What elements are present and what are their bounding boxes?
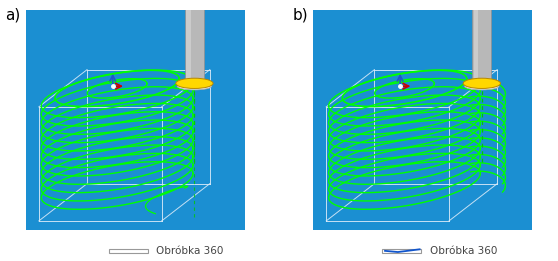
Text: Obróbka 360: Obróbka 360 — [430, 246, 497, 256]
Ellipse shape — [177, 82, 211, 90]
Polygon shape — [313, 10, 532, 230]
Text: b): b) — [293, 8, 309, 23]
Ellipse shape — [465, 82, 499, 90]
Text: a): a) — [6, 8, 21, 23]
Bar — [473, 0, 491, 85]
Bar — [185, 0, 204, 85]
Bar — [109, 249, 148, 253]
Bar — [186, 0, 191, 85]
Ellipse shape — [176, 78, 213, 88]
Text: Obróbka 360: Obróbka 360 — [156, 246, 224, 256]
Ellipse shape — [463, 78, 501, 88]
Polygon shape — [26, 10, 245, 230]
Bar — [474, 0, 478, 85]
Bar — [382, 249, 421, 253]
